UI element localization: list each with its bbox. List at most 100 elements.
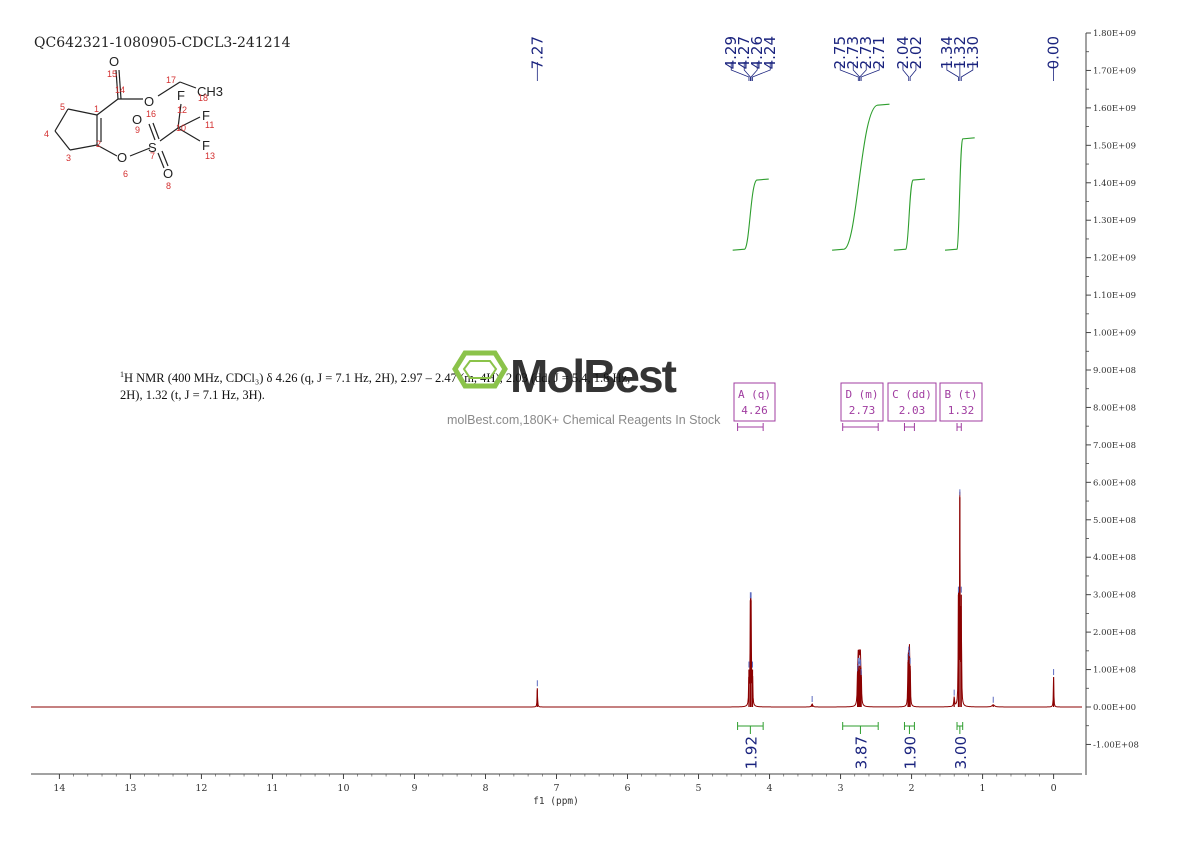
- multiplet-shift: 4.26: [741, 404, 768, 417]
- atom-number: 12: [177, 105, 187, 115]
- x-tick-label: 12: [195, 783, 207, 794]
- atom-number: 10: [176, 123, 186, 133]
- y-tick-label: 4.00E+08: [1093, 553, 1136, 563]
- peak-label-connector: [743, 62, 751, 81]
- peak-label: 4.29: [722, 36, 740, 69]
- peak-label-connector: [960, 62, 974, 81]
- x-tick-label: 13: [124, 783, 136, 794]
- multiplet-box: [887, 382, 937, 422]
- y-tick-label: 1.10E+09: [1093, 291, 1136, 301]
- atom-number: 1: [94, 104, 99, 114]
- x-tick-label: 4: [767, 783, 773, 794]
- peak-label-connector: [860, 62, 880, 81]
- multiplet-shift: 2.73: [849, 404, 876, 417]
- multiplet-label: D (m): [845, 388, 878, 401]
- y-tick-label: 1.00E+08: [1093, 666, 1136, 676]
- atom-o-15: O: [109, 54, 119, 69]
- peak-label: 1.30: [964, 36, 982, 69]
- x-tick-label: 3: [838, 783, 844, 794]
- watermark-inner-hexagon: [462, 360, 498, 379]
- multiplet-label: A (q): [738, 388, 771, 401]
- x-tick-label: 8: [482, 783, 488, 794]
- peak-label-connector: [752, 62, 771, 81]
- integral-value: 1.92: [742, 736, 760, 769]
- atom-s-7: S: [148, 140, 157, 155]
- nmr-text-line-2: 2H), 1.32 (t, J = 7.1 Hz, 3H).: [120, 388, 265, 403]
- integral-curve: [944, 137, 975, 251]
- atom-number: 11: [205, 120, 214, 130]
- y-tick-label: 1.00E+09: [1093, 329, 1136, 339]
- atom-o-6: O: [117, 150, 127, 165]
- multiplet-shift: 2.03: [899, 404, 926, 417]
- peak-label: 1.32: [951, 36, 969, 69]
- peak-label: 2.75: [831, 36, 849, 69]
- integral-curves: [732, 103, 975, 251]
- multiplet-label: C (dd): [892, 388, 932, 401]
- watermark-brand: MolBest: [510, 350, 677, 402]
- multiplet-boxes-layer: A (q) 4.26 D (m) 2.73 C (dd) 2.03 B (t) 1.32: [733, 382, 983, 431]
- peak-label: 4.27: [735, 36, 753, 69]
- peak-label: 2.73: [844, 36, 862, 69]
- integral-value: 3.87: [852, 736, 870, 769]
- peak-label: 7.27: [528, 36, 546, 69]
- integral-curve: [893, 178, 926, 251]
- peak-label: 4.24: [761, 36, 779, 69]
- atom-number: 15: [107, 69, 117, 79]
- y-tick-label: 1.80E+09: [1093, 29, 1136, 39]
- nucleus-superscript: 1: [120, 370, 124, 379]
- watermark-url-text: molBest.com,180K+ Chemical Reagents In S…: [447, 413, 721, 427]
- peak-label-connector: [902, 62, 910, 81]
- integral-value: 1.90: [901, 736, 919, 769]
- molbest-watermark: MolBest: [452, 350, 679, 402]
- atom-number: 4: [44, 129, 49, 139]
- atom-o-16: O: [144, 94, 154, 109]
- multiplet-label: B (t): [944, 388, 977, 401]
- y-tick-label: 1.40E+09: [1093, 179, 1136, 189]
- atom-number: 13: [205, 151, 215, 161]
- y-tick-label: 1.30E+09: [1093, 216, 1136, 226]
- molecule-structure: O O CH3 F F F O O S O 15 14 17 18 16 12 …: [44, 54, 223, 191]
- peak-label: 4.26: [748, 36, 766, 69]
- y-tick-label: -1.00E+08: [1093, 740, 1139, 750]
- peak-label: 2.73: [857, 36, 875, 69]
- integral-curve: [832, 103, 890, 251]
- axes-layer: 1.80E+09 1.70E+09 1.60E+09 1.50E+09 1.40E+09…: [31, 29, 1139, 807]
- y-tick-label: 5.00E+08: [1093, 516, 1136, 526]
- atom-number: 17: [166, 75, 176, 85]
- x-tick-label: 7: [553, 783, 559, 794]
- atom-number: 18: [198, 93, 208, 103]
- y-tick-label: 9.00E+08: [1093, 366, 1136, 376]
- watermark-hexagon-icon: [452, 350, 508, 389]
- peak-label-connector: [859, 62, 867, 81]
- y-tick-label: 1.50E+09: [1093, 141, 1136, 151]
- multiplet-box: [939, 382, 983, 422]
- y-tick-label: 1.60E+09: [1093, 104, 1136, 114]
- spectrum-trace: [31, 491, 1082, 708]
- integral-values-layer: 1.92 3.87 1.90 3.00: [737, 722, 970, 769]
- y-tick-label: 3.00E+08: [1093, 591, 1136, 601]
- multiplet-shift: 1.32: [948, 404, 975, 417]
- peak-label-connector: [839, 62, 859, 81]
- x-tick-label: 0: [1051, 783, 1057, 794]
- x-tick-label: 2: [909, 783, 915, 794]
- y-tick-label: 7.00E+08: [1093, 441, 1136, 451]
- sample-id-title: QC642321-1080905-CDCL3-241214: [34, 35, 291, 51]
- peak-label-connector: [750, 62, 758, 81]
- atom-number: 3: [66, 153, 71, 163]
- atom-number: 16: [146, 109, 156, 119]
- y-tick-label: 8.00E+08: [1093, 403, 1136, 413]
- atom-number: 14: [115, 85, 125, 95]
- x-tick-label: 5: [696, 783, 702, 794]
- y-tick-label: 1.70E+09: [1093, 66, 1136, 76]
- atom-number: 5: [60, 102, 65, 112]
- integral-curve: [732, 178, 769, 251]
- x-tick-label: 14: [53, 783, 65, 794]
- x-tick-label: 11: [266, 783, 278, 794]
- peak-label: 2.04: [894, 36, 912, 69]
- peak-label: 2.02: [907, 36, 925, 69]
- peak-label: 1.34: [938, 36, 956, 69]
- peak-labels-layer: 7.27 4.294.274.264.24 2.752.732.732.71 2.04…: [528, 36, 1063, 81]
- y-tick-label: 6.00E+08: [1093, 478, 1136, 488]
